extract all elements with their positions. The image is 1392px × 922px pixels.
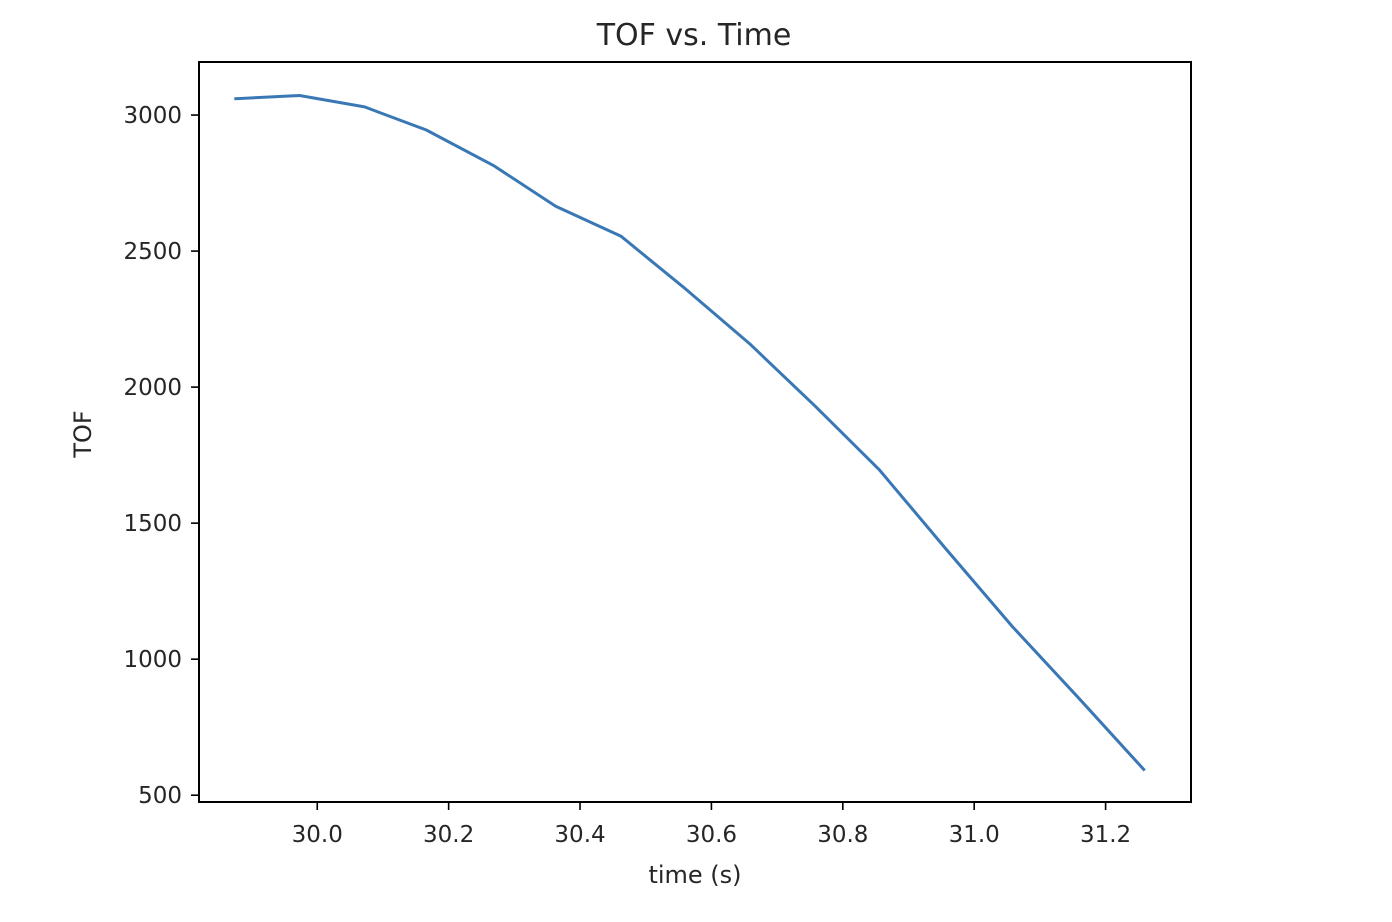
x-tick-label: 31.0 — [949, 822, 1000, 848]
x-axis-ticks: 30.0 30.2 30.4 30.6 30.8 31.0 31.2 — [292, 802, 1131, 848]
series-layer — [234, 94, 1146, 772]
x-axis-label: time (s) — [648, 861, 741, 889]
x-tick-label: 30.2 — [423, 822, 474, 848]
y-axis-ticks: 500 1000 1500 2000 2500 3000 — [123, 103, 199, 809]
y-tick-label: 1000 — [123, 647, 182, 673]
plot-area-frame — [198, 61, 1192, 803]
x-tick-label: 30.6 — [686, 822, 737, 848]
y-tick-label: 1500 — [123, 511, 182, 537]
series-line — [234, 94, 1146, 772]
y-tick-label: 2500 — [123, 239, 182, 265]
x-tick-label: 30.0 — [292, 822, 343, 848]
y-tick-label: 3000 — [123, 103, 182, 129]
y-tick-label: 2000 — [123, 375, 182, 401]
y-axis-label: TOF — [69, 410, 97, 458]
x-tick-label: 30.8 — [817, 822, 868, 848]
x-tick-label: 30.4 — [554, 822, 605, 848]
y-tick-label: 500 — [138, 783, 182, 809]
chart-title: TOF vs. Time — [596, 18, 792, 53]
x-tick-label: 31.2 — [1080, 822, 1131, 848]
